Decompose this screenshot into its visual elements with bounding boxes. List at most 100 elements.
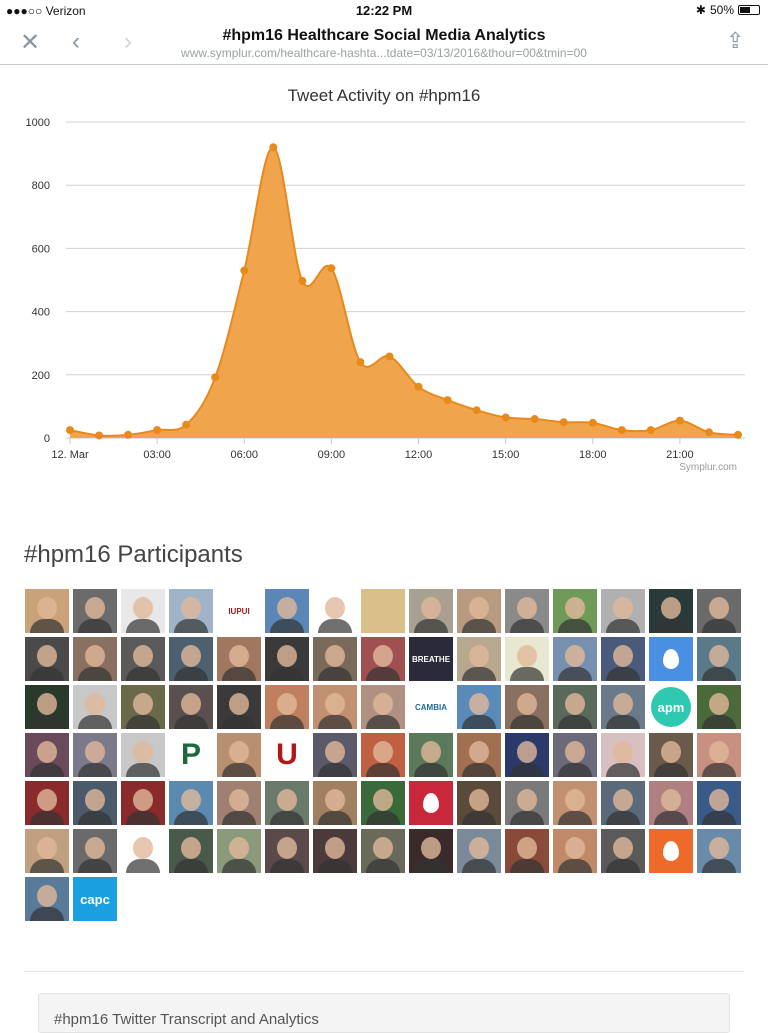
participant-avatar[interactable] <box>505 589 549 633</box>
participant-avatar[interactable] <box>121 733 165 777</box>
participant-avatar[interactable] <box>553 637 597 681</box>
participant-avatar[interactable] <box>361 829 405 873</box>
participant-avatar[interactable] <box>697 589 741 633</box>
participant-avatar[interactable] <box>265 781 309 825</box>
participant-avatar[interactable] <box>649 733 693 777</box>
participant-avatar[interactable]: apm <box>649 685 693 729</box>
participant-avatar[interactable] <box>409 781 453 825</box>
participant-avatar[interactable] <box>505 637 549 681</box>
participant-avatar[interactable] <box>553 781 597 825</box>
participant-avatar[interactable] <box>361 589 405 633</box>
participant-avatar[interactable] <box>505 733 549 777</box>
participant-avatar[interactable] <box>265 637 309 681</box>
participant-avatar[interactable] <box>361 781 405 825</box>
participant-avatar[interactable] <box>217 685 261 729</box>
url-bar[interactable]: www.symplur.com/healthcare-hashta...tdat… <box>181 46 587 60</box>
participant-avatar[interactable] <box>121 829 165 873</box>
participant-avatar[interactable] <box>457 685 501 729</box>
participant-avatar[interactable] <box>361 685 405 729</box>
participant-avatar[interactable] <box>73 829 117 873</box>
participant-avatar[interactable] <box>25 733 69 777</box>
participant-avatar[interactable] <box>457 829 501 873</box>
participant-avatar[interactable] <box>169 685 213 729</box>
participant-avatar[interactable] <box>601 637 645 681</box>
participant-avatar[interactable] <box>121 781 165 825</box>
participant-avatar[interactable] <box>121 637 165 681</box>
participant-avatar[interactable] <box>169 589 213 633</box>
participant-avatar[interactable] <box>73 685 117 729</box>
participant-avatar[interactable] <box>265 829 309 873</box>
participant-avatar[interactable] <box>73 781 117 825</box>
participant-avatar[interactable] <box>169 829 213 873</box>
participant-avatar[interactable] <box>697 637 741 681</box>
participant-avatar[interactable] <box>313 829 357 873</box>
transcript-panel[interactable]: #hpm16 Twitter Transcript and Analytics <box>38 993 730 1033</box>
participant-avatar[interactable] <box>457 733 501 777</box>
participant-avatar[interactable] <box>601 733 645 777</box>
participant-avatar[interactable] <box>73 589 117 633</box>
participant-avatar[interactable] <box>217 781 261 825</box>
participant-avatar[interactable] <box>169 637 213 681</box>
participant-avatar[interactable] <box>697 781 741 825</box>
participant-avatar[interactable] <box>553 829 597 873</box>
participant-avatar[interactable] <box>409 589 453 633</box>
participant-avatar[interactable] <box>649 589 693 633</box>
share-icon[interactable]: ⇪ <box>726 28 745 53</box>
participant-avatar[interactable] <box>121 589 165 633</box>
participant-avatar[interactable]: CAMBIA <box>409 685 453 729</box>
participant-avatar[interactable]: IUPUI <box>217 589 261 633</box>
participant-avatar[interactable] <box>73 733 117 777</box>
participant-avatar[interactable] <box>505 685 549 729</box>
participant-avatar[interactable]: P <box>169 733 213 777</box>
bluetooth-icon: ✱ <box>695 3 706 17</box>
participant-avatar[interactable] <box>361 733 405 777</box>
participant-avatar[interactable] <box>73 637 117 681</box>
participant-avatar[interactable] <box>313 781 357 825</box>
participant-avatar[interactable] <box>361 637 405 681</box>
forward-icon[interactable]: › <box>124 28 132 55</box>
participant-avatar[interactable] <box>553 685 597 729</box>
participant-avatar[interactable] <box>25 829 69 873</box>
participant-avatar[interactable] <box>649 637 693 681</box>
participant-avatar[interactable] <box>409 829 453 873</box>
participant-avatar[interactable] <box>649 781 693 825</box>
participant-avatar[interactable] <box>25 877 69 921</box>
participant-avatar[interactable] <box>217 829 261 873</box>
participant-avatar[interactable] <box>601 685 645 729</box>
participant-avatar[interactable] <box>313 733 357 777</box>
participant-avatar[interactable] <box>313 589 357 633</box>
participant-avatar[interactable] <box>457 781 501 825</box>
participant-avatar[interactable] <box>553 733 597 777</box>
participant-avatar[interactable] <box>265 589 309 633</box>
participant-avatar[interactable] <box>25 685 69 729</box>
participant-avatar[interactable] <box>121 685 165 729</box>
participant-avatar[interactable]: capc <box>73 877 117 921</box>
participant-avatar[interactable] <box>649 829 693 873</box>
participant-avatar[interactable] <box>457 589 501 633</box>
participant-avatar[interactable] <box>25 637 69 681</box>
participant-avatar[interactable] <box>601 781 645 825</box>
participant-avatar[interactable] <box>313 685 357 729</box>
participant-avatar[interactable]: BREATHE <box>409 637 453 681</box>
participant-avatar[interactable] <box>601 589 645 633</box>
participant-avatar[interactable] <box>457 637 501 681</box>
participant-avatar[interactable] <box>265 685 309 729</box>
participant-avatar[interactable] <box>25 781 69 825</box>
participant-avatar[interactable] <box>217 733 261 777</box>
participant-avatar[interactable] <box>601 829 645 873</box>
participant-avatar[interactable] <box>553 589 597 633</box>
participant-avatar[interactable] <box>505 781 549 825</box>
participant-avatar[interactable] <box>697 685 741 729</box>
participant-avatar[interactable] <box>409 733 453 777</box>
back-icon[interactable]: ‹ <box>72 28 80 55</box>
participant-avatar[interactable] <box>25 589 69 633</box>
participant-avatar[interactable]: U <box>265 733 309 777</box>
close-icon[interactable]: ✕ <box>20 29 41 56</box>
participant-avatar[interactable] <box>169 781 213 825</box>
participant-avatar[interactable] <box>505 829 549 873</box>
participant-avatar[interactable] <box>313 637 357 681</box>
participant-avatar[interactable] <box>217 637 261 681</box>
participant-avatar[interactable] <box>697 829 741 873</box>
chart-credit[interactable]: Symplur.com <box>679 462 737 473</box>
participant-avatar[interactable] <box>697 733 741 777</box>
